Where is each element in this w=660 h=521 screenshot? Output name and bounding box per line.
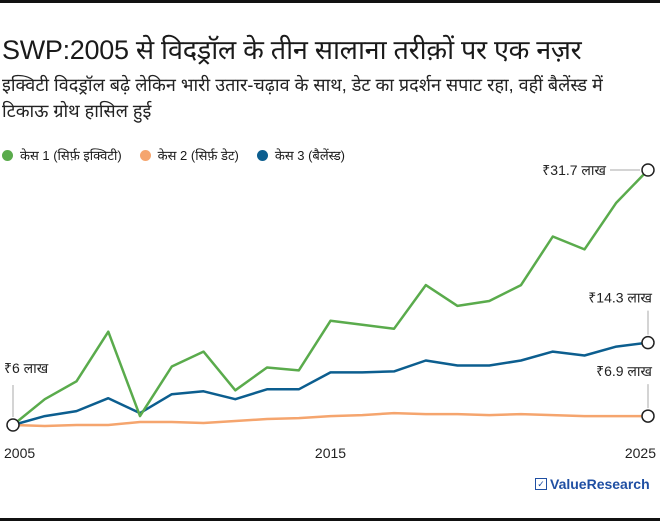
value-research-logo: ✓ ValueResearch xyxy=(535,476,650,492)
end-marker xyxy=(641,335,655,350)
chart-subtitle: इक्विटी विदड्रॉल बढ़े लेकिन भारी उतार-चढ… xyxy=(2,75,603,121)
end-label-2: ₹6.9 लाख xyxy=(596,363,652,379)
brand-name: ValueResearch xyxy=(550,476,650,492)
x-tick-label: 2015 xyxy=(315,445,346,461)
legend-item-debt: केस 2 (सिर्फ़ डेट) xyxy=(139,146,239,164)
start-marker xyxy=(6,418,20,432)
legend-label: केस 3 (बैलेंस्ड) xyxy=(274,148,345,163)
end-marker xyxy=(641,163,655,177)
chart-title: SWP:2005 से विदड्रॉल के तीन सालाना तरीक़… xyxy=(2,35,582,65)
series-line-2 xyxy=(12,411,648,428)
top-rule xyxy=(0,0,660,3)
series-line-1 xyxy=(12,169,649,426)
x-tick-label: 2005 xyxy=(4,445,35,461)
check-box-icon: ✓ xyxy=(535,478,547,490)
legend-label: केस 2 (सिर्फ़ डेट) xyxy=(157,148,239,163)
end-label-1: ₹31.7 लाख xyxy=(542,162,606,178)
legend-label: केस 1 (सिर्फ़ इक्विटी) xyxy=(20,148,122,163)
start-label: ₹6 लाख xyxy=(4,360,49,376)
legend: केस 1 (सिर्फ़ इक्विटी) केस 2 (सिर्फ़ डेट… xyxy=(2,146,345,164)
legend-dot-icon xyxy=(256,149,268,161)
end-label-3: ₹14.3 लाख xyxy=(588,290,652,306)
legend-item-equity: केस 1 (सिर्फ़ इक्विटी) xyxy=(2,146,122,164)
x-tick-label: 2025 xyxy=(625,445,656,461)
legend-item-balanced: केस 3 (बैलेंस्ड) xyxy=(256,146,345,164)
series-line-3 xyxy=(12,341,649,427)
bottom-rule xyxy=(0,518,660,521)
end-marker xyxy=(641,409,655,423)
legend-dot-icon xyxy=(2,149,13,161)
legend-dot-icon xyxy=(139,149,151,161)
